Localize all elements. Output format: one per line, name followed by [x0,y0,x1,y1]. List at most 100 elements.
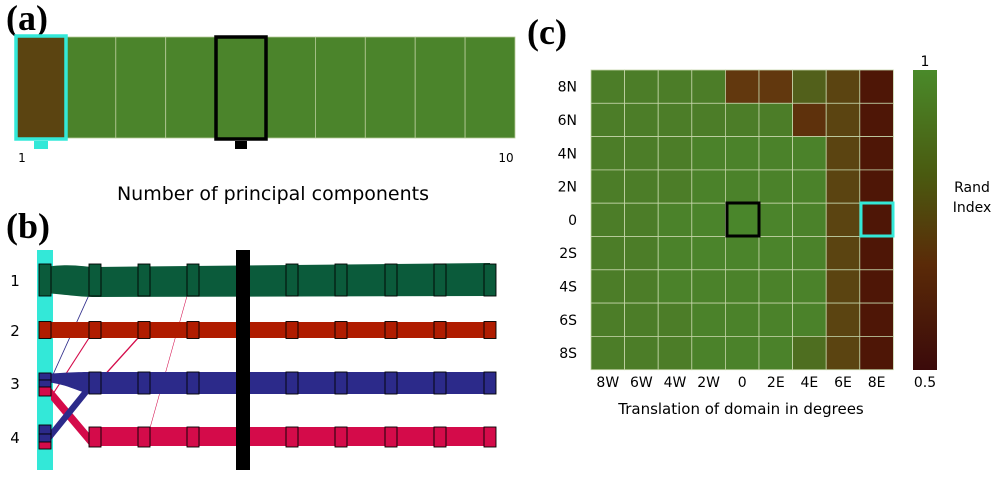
pc-cell [65,36,117,139]
x-tick-label: 4E [801,375,819,391]
heat-cell [691,236,726,271]
heat-cell [825,236,861,271]
heat-cell [725,269,760,304]
cluster-box [88,371,102,395]
heat-cell [859,335,894,371]
heat-cell [859,302,894,337]
cluster-box [384,371,398,395]
cluster-box [88,426,102,448]
flow-link [150,295,187,429]
cluster-box [334,321,348,339]
heat-cell [825,202,861,237]
panel-c-xlabel: Translation of domain in degrees [617,400,864,418]
heat-cell [691,136,726,171]
y-tick-label: 0 [568,213,577,229]
heat-cell [691,169,726,204]
heat-cell [624,136,659,171]
heat-cell [624,69,659,104]
pc-cell [15,36,67,139]
heat-cell [657,269,693,304]
heat-cell [792,236,827,271]
cluster-box [186,426,200,448]
pc-cell [115,36,167,139]
heat-cell [859,202,894,237]
panel-c-label: (c) [527,12,567,52]
x-tick-label: 4W [664,375,687,391]
cyan-column-bar [37,250,53,470]
flow-link [51,383,89,440]
x-tick-label: 6E [834,375,852,391]
cluster-band [45,322,490,338]
heat-cell [859,169,894,204]
heat-cell [590,136,625,171]
pc-cell [165,36,216,139]
cluster-box [137,426,151,448]
heat-cell [758,236,793,271]
y-tick-label: 4S [559,279,577,295]
colorbar-min-label: 0.5 [914,375,936,391]
pc-cell [364,36,416,139]
pc-cell [464,36,516,139]
heat-cell [590,202,625,237]
heat-cell [590,102,625,138]
colorbar-title-line2: Index [953,200,992,216]
cluster-box [186,321,200,339]
heat-cell [657,202,693,237]
heat-cell [691,202,726,237]
heat-cell [792,69,827,104]
heat-cell [758,69,793,104]
x-tick-label: 2E [767,375,785,391]
flow-link [101,337,138,380]
heat-cell [792,302,827,337]
cluster-box [88,263,102,297]
heat-cell [725,335,760,371]
heat-cell [590,69,625,104]
heat-cell [792,169,827,204]
tick-label-1: 1 [18,151,26,165]
heat-cell [825,302,861,337]
heat-cell [725,202,760,237]
heat-cell [758,102,793,138]
heat-cell [624,269,659,304]
heat-cell [657,335,693,371]
cluster-box [88,321,102,339]
cluster-band [45,263,490,297]
y-tick-label: 6S [559,313,577,329]
cluster-box [285,426,299,448]
cluster-box [384,263,398,297]
heat-cell [792,269,827,304]
heat-cell [624,169,659,204]
heat-cell [825,335,861,371]
heat-cell [825,169,861,204]
heat-cell [590,335,625,371]
heat-cell [792,202,827,237]
heat-cell [725,136,760,171]
heat-cell [624,335,659,371]
row-label: 2 [10,322,20,340]
x-tick-label: 2W [697,375,720,391]
pc-cell [314,36,366,139]
heat-cell [758,169,793,204]
cluster-box [384,426,398,448]
y-tick-label: 8N [558,80,577,96]
heat-cell [624,102,659,138]
heat-cell [825,136,861,171]
heat-cell [590,169,625,204]
cluster-box [334,263,348,297]
cluster-box [433,321,447,339]
y-tick-label: 6N [558,113,577,129]
black-column-bar [236,250,250,470]
heat-cell [792,136,827,171]
heat-cell [758,302,793,337]
x-tick-label: 0 [738,375,747,391]
cyan-highlight [859,201,895,238]
cluster-box [38,379,52,388]
y-tick-label: 2N [558,180,577,196]
heat-cell [758,202,793,237]
panel-a-label: (a) [6,0,48,38]
cluster-box [384,321,398,339]
heat-cell [590,302,625,337]
heat-cell [657,169,693,204]
x-tick-label: 8E [868,375,886,391]
cluster-box [285,263,299,297]
